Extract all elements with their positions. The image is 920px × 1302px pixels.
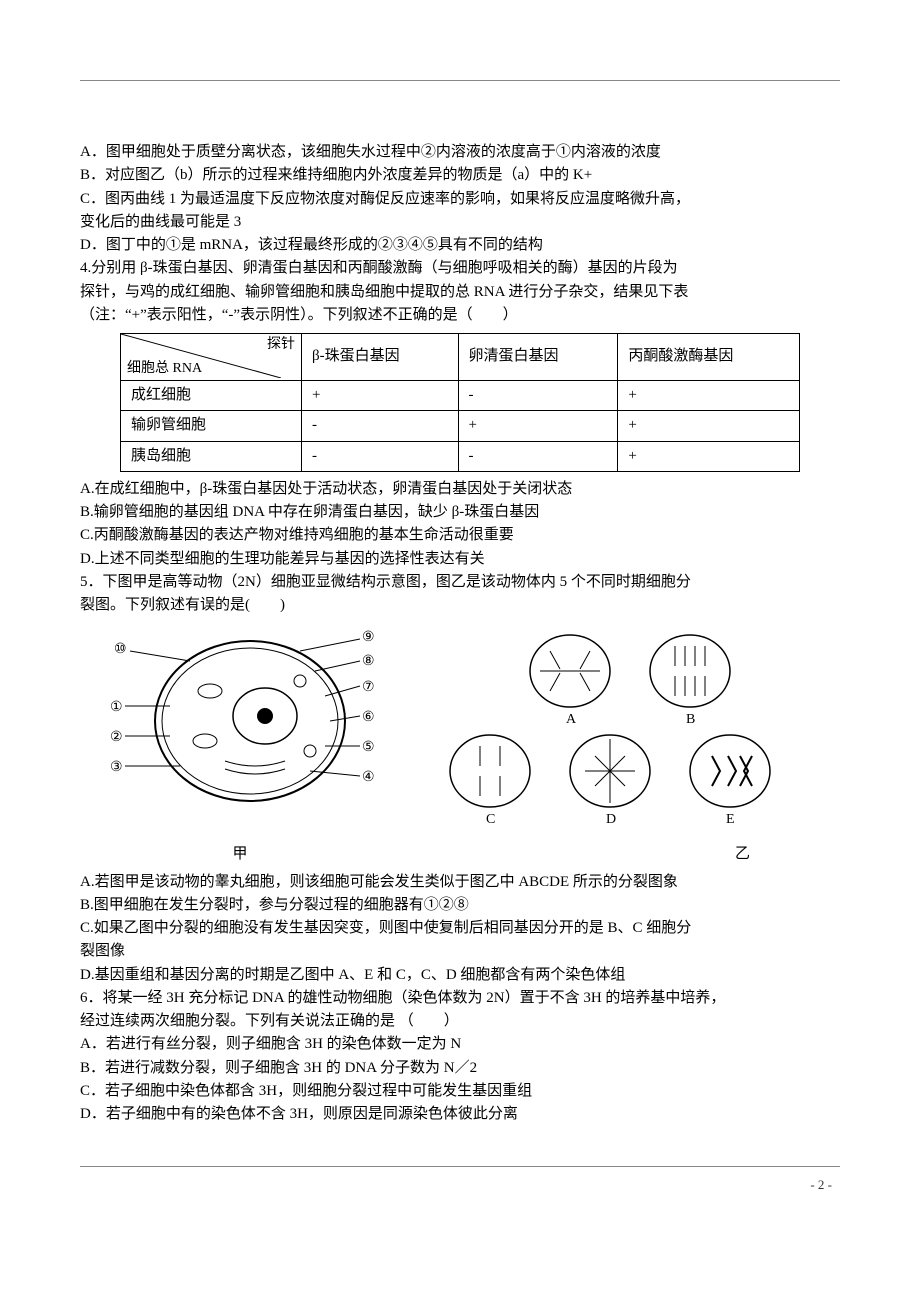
fig-yi: A B C D bbox=[420, 621, 780, 866]
svg-text:D: D bbox=[606, 812, 616, 827]
fig-jia-label: 甲 bbox=[100, 843, 380, 866]
q5-opt-b: B.图甲细胞在发生分裂时，参与分裂过程的细胞器有①②⑧ bbox=[80, 894, 840, 917]
q4-cell: + bbox=[618, 411, 800, 441]
page-number: - 2 - bbox=[80, 1175, 840, 1195]
svg-text:⑩: ⑩ bbox=[114, 642, 127, 657]
svg-text:A: A bbox=[566, 712, 577, 727]
opt-d: D．图丁中的①是 mRNA，该过程最终形成的②③④⑤具有不同的结构 bbox=[80, 234, 840, 257]
opt-c-line2: 变化后的曲线最可能是 3 bbox=[80, 211, 840, 234]
diag-bot-label: 细胞总 RNA bbox=[127, 358, 202, 380]
q5-opt-c-2: 裂图像 bbox=[80, 940, 840, 963]
q4-col-0: β-珠蛋白基因 bbox=[302, 334, 459, 381]
cell-diagram-icon: ⑩ ① ② ③ ⑨ ⑧ ⑦ ⑥ ⑤ ④ bbox=[100, 621, 380, 841]
opt-a: A．图甲细胞处于质壁分离状态，该细胞失水过程中②内溶液的浓度高于①内溶液的浓度 bbox=[80, 141, 840, 164]
svg-text:③: ③ bbox=[110, 760, 123, 775]
top-rule bbox=[80, 80, 840, 81]
q5-figures: ⑩ ① ② ③ ⑨ ⑧ ⑦ ⑥ ⑤ ④ 甲 A bbox=[100, 621, 840, 866]
q6-stem-1: 6．将某一经 3H 充分标记 DNA 的雄性动物细胞（染色体数为 2N）置于不含… bbox=[80, 987, 840, 1010]
q4-opt-b: B.输卵管细胞的基因组 DNA 中存在卵清蛋白基因，缺少 β-珠蛋白基因 bbox=[80, 501, 840, 524]
q5-opt-c-1: C.如果乙图中分裂的细胞没有发生基因突变，则图中使复制后相同基因分开的是 B、C… bbox=[80, 917, 840, 940]
q4-cell: + bbox=[618, 441, 800, 471]
table-row: 成红细胞 + - + bbox=[121, 381, 800, 411]
q4-stem-3: （注：“+”表示阳性，“-”表示阴性）。下列叙述不正确的是（ ） bbox=[80, 304, 840, 327]
q6-opt-c: C．若子细胞中染色体都含 3H，则细胞分裂过程中可能发生基因重组 bbox=[80, 1080, 840, 1103]
svg-text:②: ② bbox=[110, 730, 123, 745]
svg-text:⑤: ⑤ bbox=[362, 740, 375, 755]
svg-text:B: B bbox=[686, 712, 695, 727]
q4-row2-name: 胰岛细胞 bbox=[121, 441, 302, 471]
division-cells-icon: A B C D bbox=[420, 621, 780, 841]
q6-stem-2: 经过连续两次细胞分裂。下列有关说法正确的是 （ ） bbox=[80, 1010, 840, 1033]
q4-cell: - bbox=[302, 441, 459, 471]
svg-text:⑨: ⑨ bbox=[362, 630, 375, 645]
svg-text:④: ④ bbox=[362, 770, 375, 785]
q4-col-2: 丙酮酸激酶基因 bbox=[618, 334, 800, 381]
svg-text:⑦: ⑦ bbox=[362, 680, 375, 695]
q6-opt-b: B．若进行减数分裂，则子细胞含 3H 的 DNA 分子数为 N／2 bbox=[80, 1057, 840, 1080]
q4-cell: + bbox=[618, 381, 800, 411]
q6-opt-d: D．若子细胞中有的染色体不含 3H，则原因是同源染色体彼此分离 bbox=[80, 1103, 840, 1126]
svg-text:①: ① bbox=[110, 700, 123, 715]
q4-opt-c: C.丙酮酸激酶基因的表达产物对维持鸡细胞的基本生命活动很重要 bbox=[80, 524, 840, 547]
page: A．图甲细胞处于质壁分离状态，该细胞失水过程中②内溶液的浓度高于①内溶液的浓度 … bbox=[80, 0, 840, 1225]
q4-opt-d: D.上述不同类型细胞的生理功能差异与基因的选择性表达有关 bbox=[80, 548, 840, 571]
svg-text:⑧: ⑧ bbox=[362, 654, 375, 669]
table-row: 胰岛细胞 - - + bbox=[121, 441, 800, 471]
opt-b: B．对应图乙（b）所示的过程来维持细胞内外浓度差异的物质是（a）中的 K+ bbox=[80, 164, 840, 187]
q4-cell: + bbox=[302, 381, 459, 411]
fig-jia: ⑩ ① ② ③ ⑨ ⑧ ⑦ ⑥ ⑤ ④ 甲 bbox=[100, 621, 380, 866]
q4-table: 探针 细胞总 RNA β-珠蛋白基因 卵清蛋白基因 丙酮酸激酶基因 成红细胞 +… bbox=[120, 333, 800, 472]
q5-stem-1: 5．下图甲是高等动物（2N）细胞亚显微结构示意图，图乙是该动物体内 5 个不同时… bbox=[80, 571, 840, 594]
q4-stem-2: 探针，与鸡的成红细胞、输卵管细胞和胰岛细胞中提取的总 RNA 进行分子杂交，结果… bbox=[80, 281, 840, 304]
fig-yi-label: 乙 bbox=[420, 843, 780, 866]
q4-cell: + bbox=[458, 411, 618, 441]
opt-c-line1: C．图丙曲线 1 为最适温度下反应物浓度对酶促反应速率的影响，如果将反应温度略微… bbox=[80, 188, 840, 211]
svg-text:E: E bbox=[726, 812, 735, 827]
bottom-rule bbox=[80, 1166, 840, 1167]
q4-cell: - bbox=[458, 441, 618, 471]
table-row: 探针 细胞总 RNA β-珠蛋白基因 卵清蛋白基因 丙酮酸激酶基因 bbox=[121, 334, 800, 381]
table-row: 输卵管细胞 - + + bbox=[121, 411, 800, 441]
q4-row1-name: 输卵管细胞 bbox=[121, 411, 302, 441]
q5-opt-a: A.若图甲是该动物的睾丸细胞，则该细胞可能会发生类似于图乙中 ABCDE 所示的… bbox=[80, 871, 840, 894]
q4-col-1: 卵清蛋白基因 bbox=[458, 334, 618, 381]
svg-text:⑥: ⑥ bbox=[362, 710, 375, 725]
diag-top-label: 探针 bbox=[267, 334, 295, 356]
q5-opt-d: D.基因重组和基因分离的时期是乙图中 A、E 和 C，C、D 细胞都含有两个染色… bbox=[80, 964, 840, 987]
q4-row0-name: 成红细胞 bbox=[121, 381, 302, 411]
q4-opt-a: A.在成红细胞中，β-珠蛋白基因处于活动状态，卵清蛋白基因处于关闭状态 bbox=[80, 478, 840, 501]
q4-header-diag: 探针 细胞总 RNA bbox=[121, 334, 302, 381]
q6-opt-a: A．若进行有丝分裂，则子细胞含 3H 的染色体数一定为 N bbox=[80, 1033, 840, 1056]
q4-cell: - bbox=[458, 381, 618, 411]
svg-text:C: C bbox=[486, 812, 495, 827]
q4-stem-1: 4.分别用 β-珠蛋白基因、卵清蛋白基因和丙酮酸激酶（与细胞呼吸相关的酶）基因的… bbox=[80, 257, 840, 280]
q5-stem-2: 裂图。下列叙述有误的是( ) bbox=[80, 594, 840, 617]
q4-cell: - bbox=[302, 411, 459, 441]
